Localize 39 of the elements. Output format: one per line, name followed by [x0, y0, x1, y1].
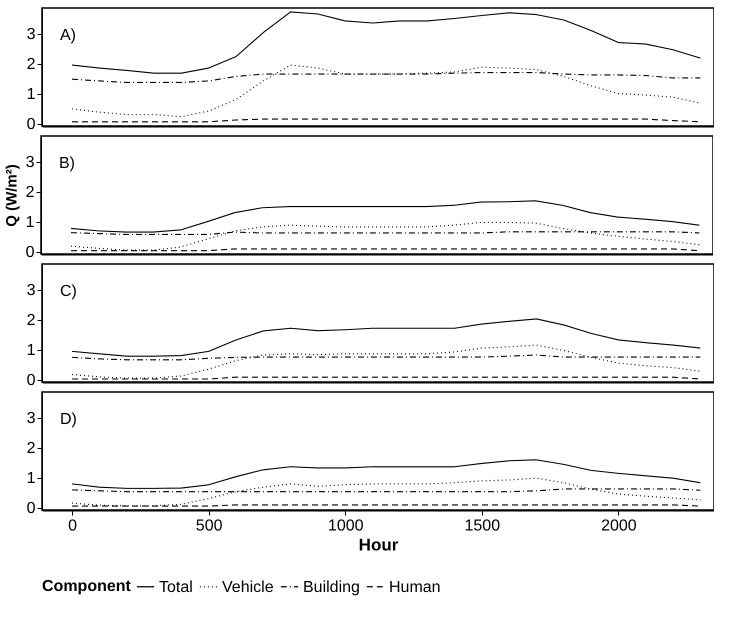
y-tick-label: 3: [26, 26, 36, 44]
x-tick-label: 1000: [328, 518, 364, 534]
y-tick-label: 0: [26, 500, 36, 518]
y-tick-label: 3: [26, 410, 36, 428]
line-series: [72, 318, 701, 357]
y-tick-label: 2: [26, 184, 35, 202]
y-tick-label: 2: [26, 440, 36, 458]
x-axis-title: Hour: [358, 536, 399, 554]
y-tick-label: 2: [26, 56, 36, 74]
legend-title: Component: [42, 578, 132, 595]
legend-label: Human: [389, 578, 441, 596]
y-tick-label: 0: [26, 372, 36, 390]
y-tick-label: 1: [26, 86, 36, 104]
x-tick-label: 1500: [464, 518, 500, 534]
line-series: [72, 344, 701, 379]
y-axis-title: Q (W/m²): [4, 164, 21, 227]
y-tick-label: 1: [26, 214, 35, 232]
x-tick-label: 2000: [601, 518, 637, 534]
annotation: D): [60, 411, 77, 428]
y-tick-label: 3: [26, 154, 35, 172]
x-tick-label: 0: [68, 518, 78, 534]
y-tick-label: 0: [26, 244, 35, 262]
y-tick-label: 1: [26, 470, 36, 488]
y-tick-label: 2: [26, 312, 36, 330]
line-series: [70, 200, 700, 233]
x-tick-label: 500: [196, 518, 223, 534]
line-series: [72, 459, 701, 489]
legend-label: Total: [159, 578, 193, 596]
annotation: C): [60, 283, 77, 300]
y-tick-label: 1: [26, 342, 36, 360]
y-tick-label: 0: [26, 116, 36, 134]
line-series: [72, 64, 701, 118]
legend-label: Building: [303, 578, 360, 596]
line-series: [70, 222, 700, 251]
legend-label: Vehicle: [222, 578, 274, 596]
line-series: [72, 478, 701, 506]
y-tick-label: 3: [26, 282, 36, 300]
annotation: B): [59, 155, 75, 172]
annotation: A): [60, 27, 76, 44]
